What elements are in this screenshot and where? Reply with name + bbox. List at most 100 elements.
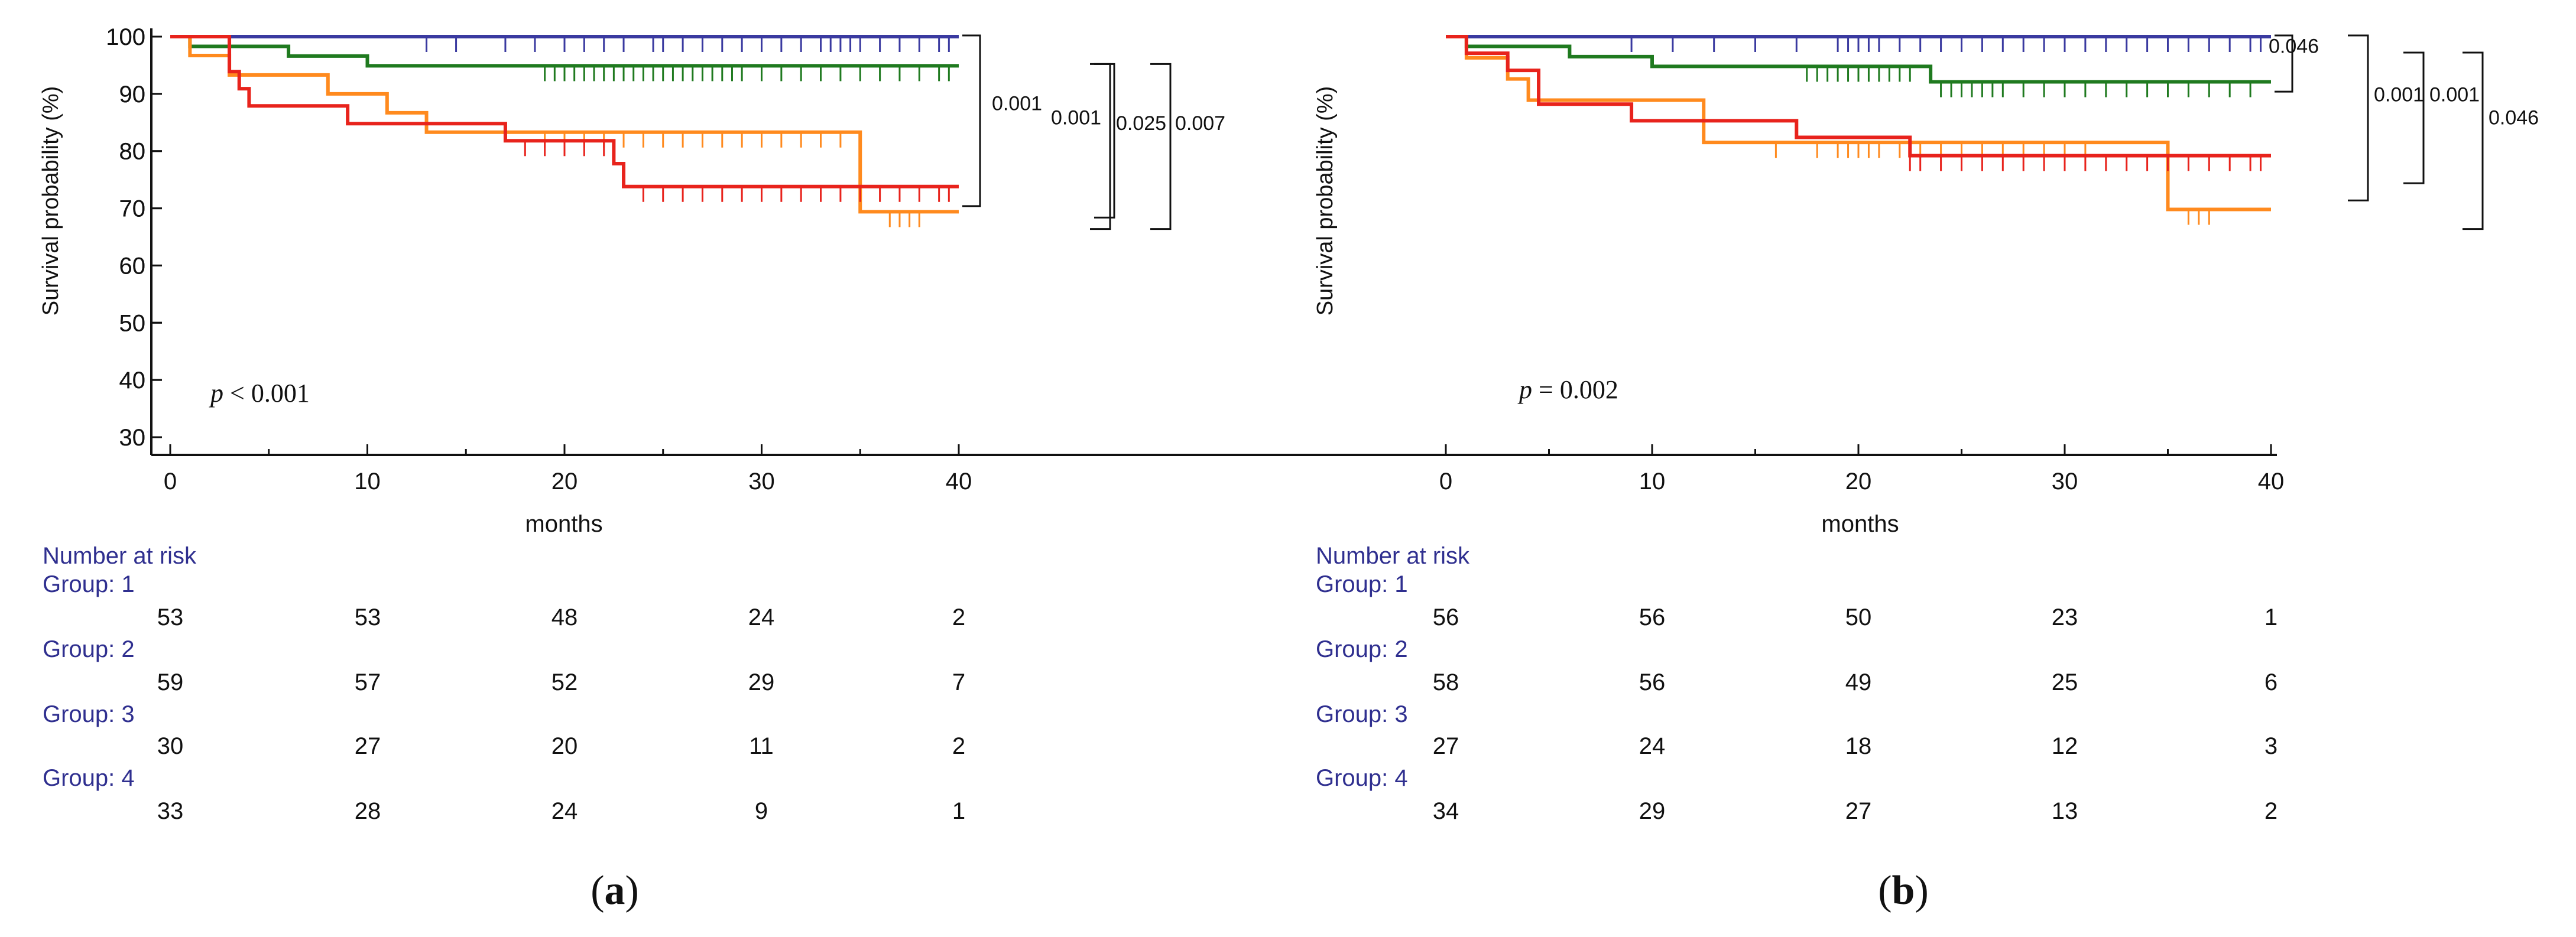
comparison-p-value: 0.001 (992, 92, 1042, 115)
survival-curve-group-4 (1446, 35, 2271, 158)
p-italic: p (209, 379, 223, 408)
y-tick-label: 40 (119, 367, 146, 393)
risk-count: 27 (1433, 733, 1459, 759)
risk-count: 18 (1845, 733, 1872, 759)
risk-count: 11 (749, 733, 774, 759)
comparison-p-value: 0.001 (2429, 84, 2480, 106)
risk-count: 2 (952, 604, 965, 630)
x-axis-label: months (525, 511, 602, 537)
y-tick-label: 30 (119, 425, 146, 451)
plot-area (1446, 35, 2271, 225)
risk-count: 1 (2264, 604, 2277, 630)
risk-count: 13 (2052, 798, 2078, 824)
risk-count: 29 (1639, 798, 1666, 824)
comparison-p-value: 0.001 (2374, 84, 2424, 106)
x-tick-label: 0 (164, 468, 177, 494)
comparison-p-value: 0.046 (2489, 106, 2539, 129)
risk-group-label: Group: 1 (43, 571, 135, 597)
panel-label-close: ) (625, 868, 639, 913)
comparison-p-value: 0.046 (2269, 35, 2319, 58)
risk-group-label: Group: 3 (1316, 701, 1408, 727)
y-tick-label: 70 (119, 196, 146, 222)
comparison-brackets: 0.046 0.001 0.001 0.046 (2269, 34, 2539, 230)
comparison-p-value: 0.001 (1051, 106, 1101, 129)
plot-area (170, 35, 959, 227)
risk-count: 53 (355, 604, 381, 630)
risk-count: 56 (1433, 604, 1459, 630)
x-tick-label: 20 (1845, 468, 1872, 494)
y-tick-label: 60 (119, 253, 146, 279)
risk-count: 53 (157, 604, 184, 630)
p-italic: p (1517, 375, 1532, 404)
risk-count: 52 (551, 669, 578, 695)
y-tick-label: 70 (119, 196, 146, 222)
panel-label-letter: b (1892, 868, 1915, 913)
panel-label: (b) (1878, 868, 1929, 913)
risk-count: 48 (551, 604, 578, 630)
panel-label-open: ( (591, 868, 604, 913)
comparison-p-value: 0.025 (1116, 112, 1166, 135)
risk-count: 27 (1845, 798, 1872, 824)
comparison-bracket (1090, 63, 1111, 230)
risk-count: 9 (755, 798, 768, 824)
risk-table-rows: Group: 1 53 53 48 24 2 Group: 2 59 57 52 2 9 7 Group:… (43, 571, 965, 824)
y-tick-label: 90 (119, 82, 146, 108)
risk-count: 7 (952, 669, 965, 695)
comparison-bracket (962, 34, 981, 207)
p-value-annotation: p = 0.002 (1517, 375, 1618, 404)
x-tick-label: 10 (354, 468, 381, 494)
y-tick-label: 60 (119, 253, 146, 279)
risk-count: 12 (2052, 733, 2078, 759)
y-tick-label: 50 (119, 310, 146, 336)
y-axis-label: Survival probability (%) (1313, 86, 1338, 316)
comparison-bracket (2348, 34, 2369, 201)
risk-count: 27 (355, 733, 381, 759)
risk-count: 25 (2052, 669, 2078, 695)
y-tick-label: 100 (106, 24, 145, 50)
x-tick-label: 30 (2052, 468, 2078, 494)
comparison-brackets: 0.001 0.001 0.025 0.007 (962, 34, 1225, 230)
risk-count: 30 (157, 733, 184, 759)
risk-table-header: Number at risk (43, 543, 197, 569)
risk-count: 59 (157, 669, 184, 695)
risk-count: 2 (952, 733, 965, 759)
risk-count: 3 (2264, 733, 2277, 759)
panel-label-close: ) (1915, 868, 1928, 913)
y-tick-label: 80 (119, 139, 146, 165)
x-tick-label: 40 (2258, 468, 2285, 494)
p-value-annotation: p < 0.001 (209, 379, 310, 408)
risk-group-label: Group: 1 (1316, 571, 1408, 597)
comparison-bracket (2463, 51, 2484, 230)
risk-group-label: Group: 2 (43, 636, 135, 662)
survival-curve-group-3 (1446, 35, 2271, 212)
panel-label-open: ( (1878, 868, 1892, 913)
x-axis-label: months (1821, 511, 1899, 537)
survival-curve-group-4 (170, 35, 959, 188)
risk-count: 2 (2264, 798, 2277, 824)
risk-group-label: Group: 2 (1316, 636, 1408, 662)
x-tick-label: 40 (946, 468, 972, 494)
y-axis-label: Survival probability (%) (38, 86, 63, 316)
risk-count: 49 (1845, 669, 1872, 695)
y-tick-label: 40 (119, 367, 146, 393)
risk-count: 24 (1639, 733, 1666, 759)
x-tick-label: 10 (1639, 468, 1666, 494)
y-tick-label: 50 (119, 310, 146, 336)
comparison-bracket (2275, 34, 2293, 93)
risk-count: 1 (952, 798, 965, 824)
x-tick-label: 20 (551, 468, 578, 494)
y-tick-label: 100 (106, 24, 145, 50)
risk-count: 57 (355, 669, 381, 695)
comparison-p-value: 0.007 (1175, 112, 1225, 135)
p-value-rest: = 0.002 (1532, 375, 1618, 404)
x-tick-label: 0 (1439, 468, 1452, 494)
y-tick-label: 90 (119, 82, 146, 108)
risk-count: 24 (748, 604, 775, 630)
risk-group-label: Group: 3 (43, 701, 135, 727)
x-tick-label: 30 (748, 468, 775, 494)
risk-count: 24 (551, 798, 578, 824)
panel-label: (a) (591, 868, 639, 913)
